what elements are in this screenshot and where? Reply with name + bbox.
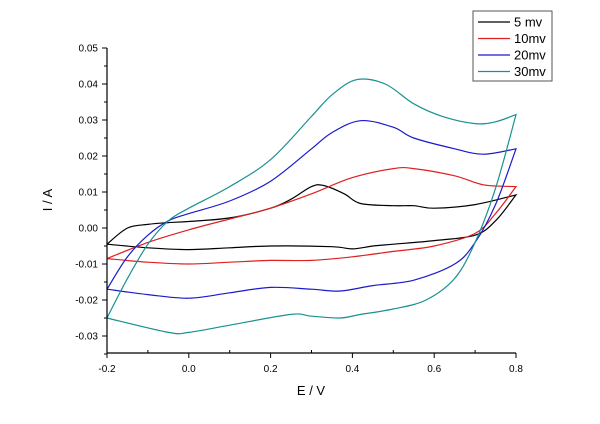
y-tick-label: -0.01 <box>75 260 98 271</box>
legend-label: 30mv <box>514 64 546 79</box>
x-tick-label: -0.2 <box>98 364 116 375</box>
x-axis-title: E / V <box>297 383 326 398</box>
y-tick-label: 0.03 <box>79 116 99 127</box>
legend-label: 20mv <box>514 48 546 63</box>
y-axis-title: I / A <box>40 188 55 211</box>
x-tick-label: 0.4 <box>345 364 359 375</box>
y-ticks: -0.03 -0.02 -0.01 0.00 0.01 0.02 0.03 0.04 0.05 <box>75 44 107 355</box>
x-tick-label: 0.0 <box>182 364 196 375</box>
y-tick-label: 0.04 <box>79 80 99 91</box>
curves-layer <box>106 78 518 335</box>
y-tick-label: 0.05 <box>79 44 99 55</box>
x-ticks: -0.2 0.0 0.2 0.4 0.6 0.8 <box>98 350 523 375</box>
y-tick-label: 0.01 <box>79 188 99 199</box>
legend-box <box>472 10 553 82</box>
y-tick-label: 0.00 <box>79 224 99 235</box>
series-line-20mv <box>106 120 517 299</box>
series-line-30mv <box>106 78 517 335</box>
series-line-10mv <box>106 166 518 265</box>
x-tick-label: 0.2 <box>264 364 278 375</box>
y-tick-label: -0.02 <box>75 296 98 307</box>
legend-label: 5 mv <box>514 15 543 30</box>
x-tick-label: 0.8 <box>509 364 523 375</box>
x-tick-label: 0.6 <box>427 364 441 375</box>
y-tick-label: 0.02 <box>79 152 99 163</box>
y-tick-label: -0.03 <box>75 332 98 343</box>
series-line-5mv <box>106 184 518 251</box>
legend-label: 10mv <box>514 31 546 46</box>
